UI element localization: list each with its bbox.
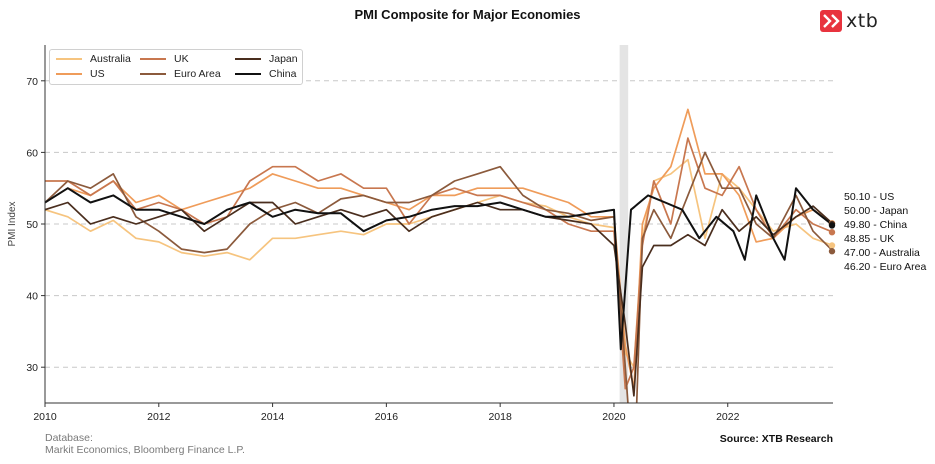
legend-label: UK	[174, 53, 189, 65]
series-line-china	[45, 187, 833, 351]
legend-label: US	[90, 68, 105, 80]
series-lines	[45, 108, 833, 403]
end-marker	[828, 229, 836, 236]
end-marker	[828, 248, 836, 255]
series-line-australia	[45, 158, 833, 369]
y-axis-label: PMI Index	[7, 201, 18, 246]
footer-database: Database: Markit Economics, Bloomberg Fi…	[45, 432, 245, 456]
legend-swatch	[56, 73, 82, 75]
legend-swatch	[140, 73, 166, 75]
legend-item-euro-area[interactable]: Euro Area	[140, 67, 221, 81]
legend-item-japan[interactable]: Japan	[235, 52, 298, 66]
legend-item-us[interactable]: US	[56, 67, 105, 81]
database-source: Markit Economics, Bloomberg Finance L.P.	[45, 444, 245, 456]
legend-label: China	[269, 68, 297, 80]
end-label: 49.80 - China	[844, 219, 907, 231]
covid-shaded-period	[619, 45, 629, 403]
end-label: 50.10 - US	[844, 191, 894, 203]
xtb-logo-icon	[820, 10, 842, 32]
end-markers	[828, 220, 836, 255]
legend-label: Japan	[269, 53, 298, 65]
database-label: Database:	[45, 432, 93, 444]
series-line-uk	[45, 137, 833, 390]
legend-item-china[interactable]: China	[235, 67, 296, 81]
series-line-euro-area	[45, 151, 833, 403]
legend-swatch	[56, 58, 82, 60]
end-label: 48.85 - UK	[844, 233, 894, 245]
chart-legend: Australia US UK Euro Area Japan China	[49, 49, 303, 85]
footer-source: Source: XTB Research	[719, 433, 833, 445]
series-line-us	[45, 108, 833, 390]
y-tick-label: 60	[26, 147, 38, 159]
end-labels: 50.10 - US 50.00 - Japan 49.80 - China 48.8…	[844, 191, 926, 273]
end-label: 50.00 - Japan	[844, 205, 908, 217]
axis-ticks: 30 40 50 60 70 2010 2012 2014 2016 2018 2020 2022	[26, 76, 739, 423]
legend-swatch	[235, 73, 261, 75]
y-tick-label: 50	[26, 219, 38, 231]
x-tick-label: 2010	[33, 411, 57, 423]
y-tick-label: 30	[26, 362, 38, 374]
x-tick-label: 2020	[602, 411, 626, 423]
x-tick-label: 2012	[147, 411, 171, 423]
end-marker	[828, 242, 836, 249]
x-tick-label: 2018	[488, 411, 512, 423]
legend-label: Euro Area	[174, 68, 221, 80]
x-tick-label: 2014	[261, 411, 285, 423]
y-tick-label: 70	[26, 76, 38, 88]
legend-item-uk[interactable]: UK	[140, 52, 189, 66]
x-tick-label: 2022	[716, 411, 740, 423]
legend-label: Australia	[90, 53, 131, 65]
brand-logo: xtb	[820, 9, 878, 33]
legend-swatch	[235, 58, 261, 60]
end-label: 46.20 - Euro Area	[844, 261, 926, 273]
brand-name: xtb	[846, 10, 879, 32]
end-marker	[828, 222, 836, 229]
chart-title: PMI Composite for Major Economies	[354, 7, 581, 22]
legend-swatch	[140, 58, 166, 60]
legend-item-australia[interactable]: Australia	[56, 52, 131, 66]
end-label: 47.00 - Australia	[844, 247, 920, 259]
x-tick-label: 2016	[375, 411, 399, 423]
y-tick-label: 40	[26, 291, 38, 303]
